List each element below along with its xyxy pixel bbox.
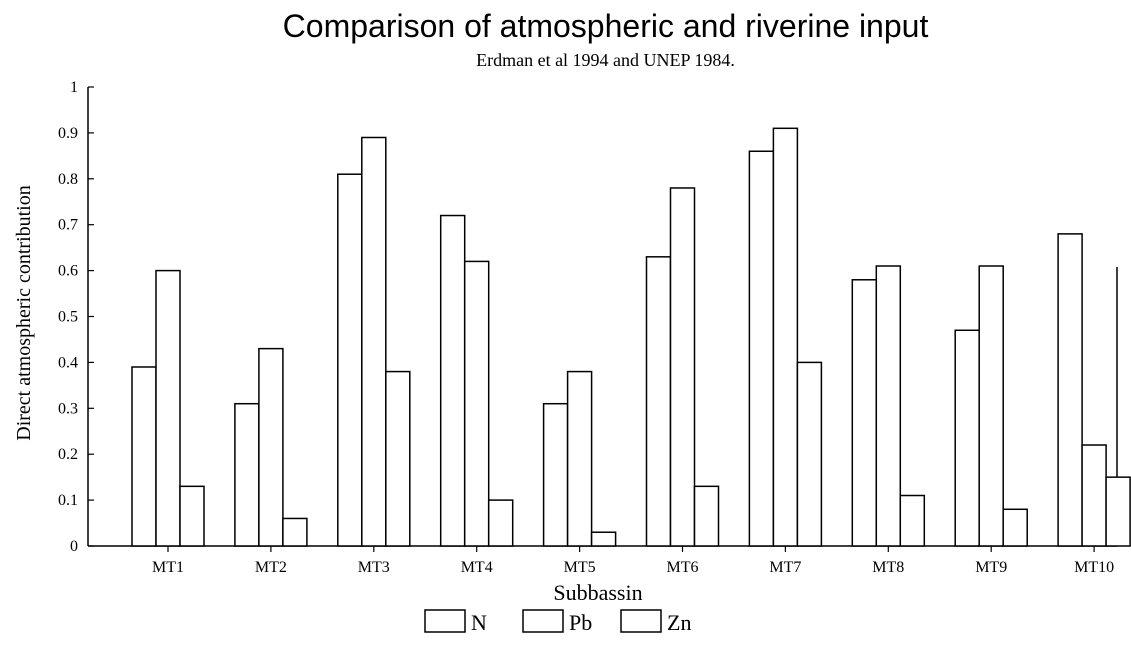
bar-zn-mt7 (796, 361, 823, 547)
bar-n-mt6 (645, 256, 672, 547)
y-tick-label: 1 (70, 79, 78, 96)
bar-n-mt1 (131, 366, 157, 547)
x-tick-label: MT3 (358, 559, 390, 576)
x-tick-label: MT10 (1074, 559, 1114, 576)
bar-zn-mt4 (487, 499, 514, 547)
legend-label-zn: Zn (667, 610, 691, 635)
legend-swatch-pb (522, 609, 564, 633)
legend-swatch-n (424, 609, 466, 633)
x-tick-label: MT2 (255, 559, 287, 576)
x-tick-label: MT6 (667, 559, 699, 576)
bar-zn-mt1 (179, 485, 205, 547)
y-tick-label: 0.6 (58, 263, 78, 280)
x-tick-label: MT9 (975, 559, 1007, 576)
x-tick-label: MT8 (872, 559, 904, 576)
bar-n-mt9 (954, 329, 980, 547)
bar-zn-mt9 (1002, 508, 1028, 547)
y-tick-label: 0.4 (58, 354, 78, 371)
bar-pb-mt6 (669, 187, 696, 547)
y-tick-label: 0.1 (58, 492, 78, 509)
bar-pb-mt5 (566, 370, 593, 547)
bar-n-mt2 (234, 402, 260, 547)
x-tick-label: MT5 (564, 559, 596, 576)
y-tick-label: 0.5 (58, 309, 78, 326)
chart-title: Comparison of atmospheric and riverine i… (282, 8, 929, 44)
legend-swatch-zn (620, 609, 662, 633)
legend-label-pb: Pb (569, 610, 592, 635)
bar-pb-mt2 (258, 347, 284, 547)
x-tick-label: MT7 (769, 559, 801, 576)
y-tick-label: 0.8 (58, 171, 78, 188)
bar-n-mt8 (851, 279, 878, 547)
legend-label-n: N (471, 610, 487, 635)
bar-pb-mt9 (978, 265, 1004, 547)
y-tick-label: 0.3 (58, 400, 78, 417)
y-tick-label: 0.9 (58, 125, 78, 142)
bar-zn-mt2 (282, 517, 308, 547)
x-tick-label: MT4 (461, 559, 493, 576)
bar-zn-mt6 (693, 485, 720, 547)
bars (131, 127, 1131, 547)
bar-n-mt10 (1057, 233, 1083, 547)
bar-n-mt3 (337, 173, 363, 547)
bar-n-mt4 (439, 214, 466, 547)
bar-pb-mt7 (772, 127, 799, 547)
x-axis-label: Subbassin (553, 580, 642, 605)
y-tick-label: 0 (70, 538, 78, 555)
bar-pb-mt1 (155, 269, 181, 547)
x-tick-label: MT1 (152, 559, 184, 576)
chart-subtitle: Erdman et al 1994 and UNEP 1984. (476, 50, 735, 70)
bar-pb-mt10 (1081, 444, 1107, 547)
bar-zn-mt10 (1105, 476, 1131, 547)
bar-pb-mt3 (361, 136, 387, 547)
y-tick-label: 0.7 (58, 217, 78, 234)
y-axis-label: Direct atmospheric contribution (13, 185, 35, 440)
bar-zn-mt3 (385, 370, 411, 547)
bar-pb-mt8 (875, 265, 902, 547)
bar-zn-mt5 (590, 531, 617, 547)
bar-zn-mt8 (899, 494, 926, 547)
bar-n-mt7 (748, 150, 775, 547)
legend: N Pb Zn (424, 609, 691, 635)
bar-pb-mt4 (463, 260, 490, 547)
y-ticks: 0 0.1 0.2 0.3 0.4 0.5 0.6 0.7 0.8 0.9 1 (58, 79, 94, 555)
x-ticks: MT1 MT2 MT3 MT4 MT5 MT6 MT7 MT8 MT9 MT10 (152, 546, 1114, 576)
bar-n-mt5 (542, 402, 569, 547)
y-tick-label: 0.2 (58, 446, 78, 463)
